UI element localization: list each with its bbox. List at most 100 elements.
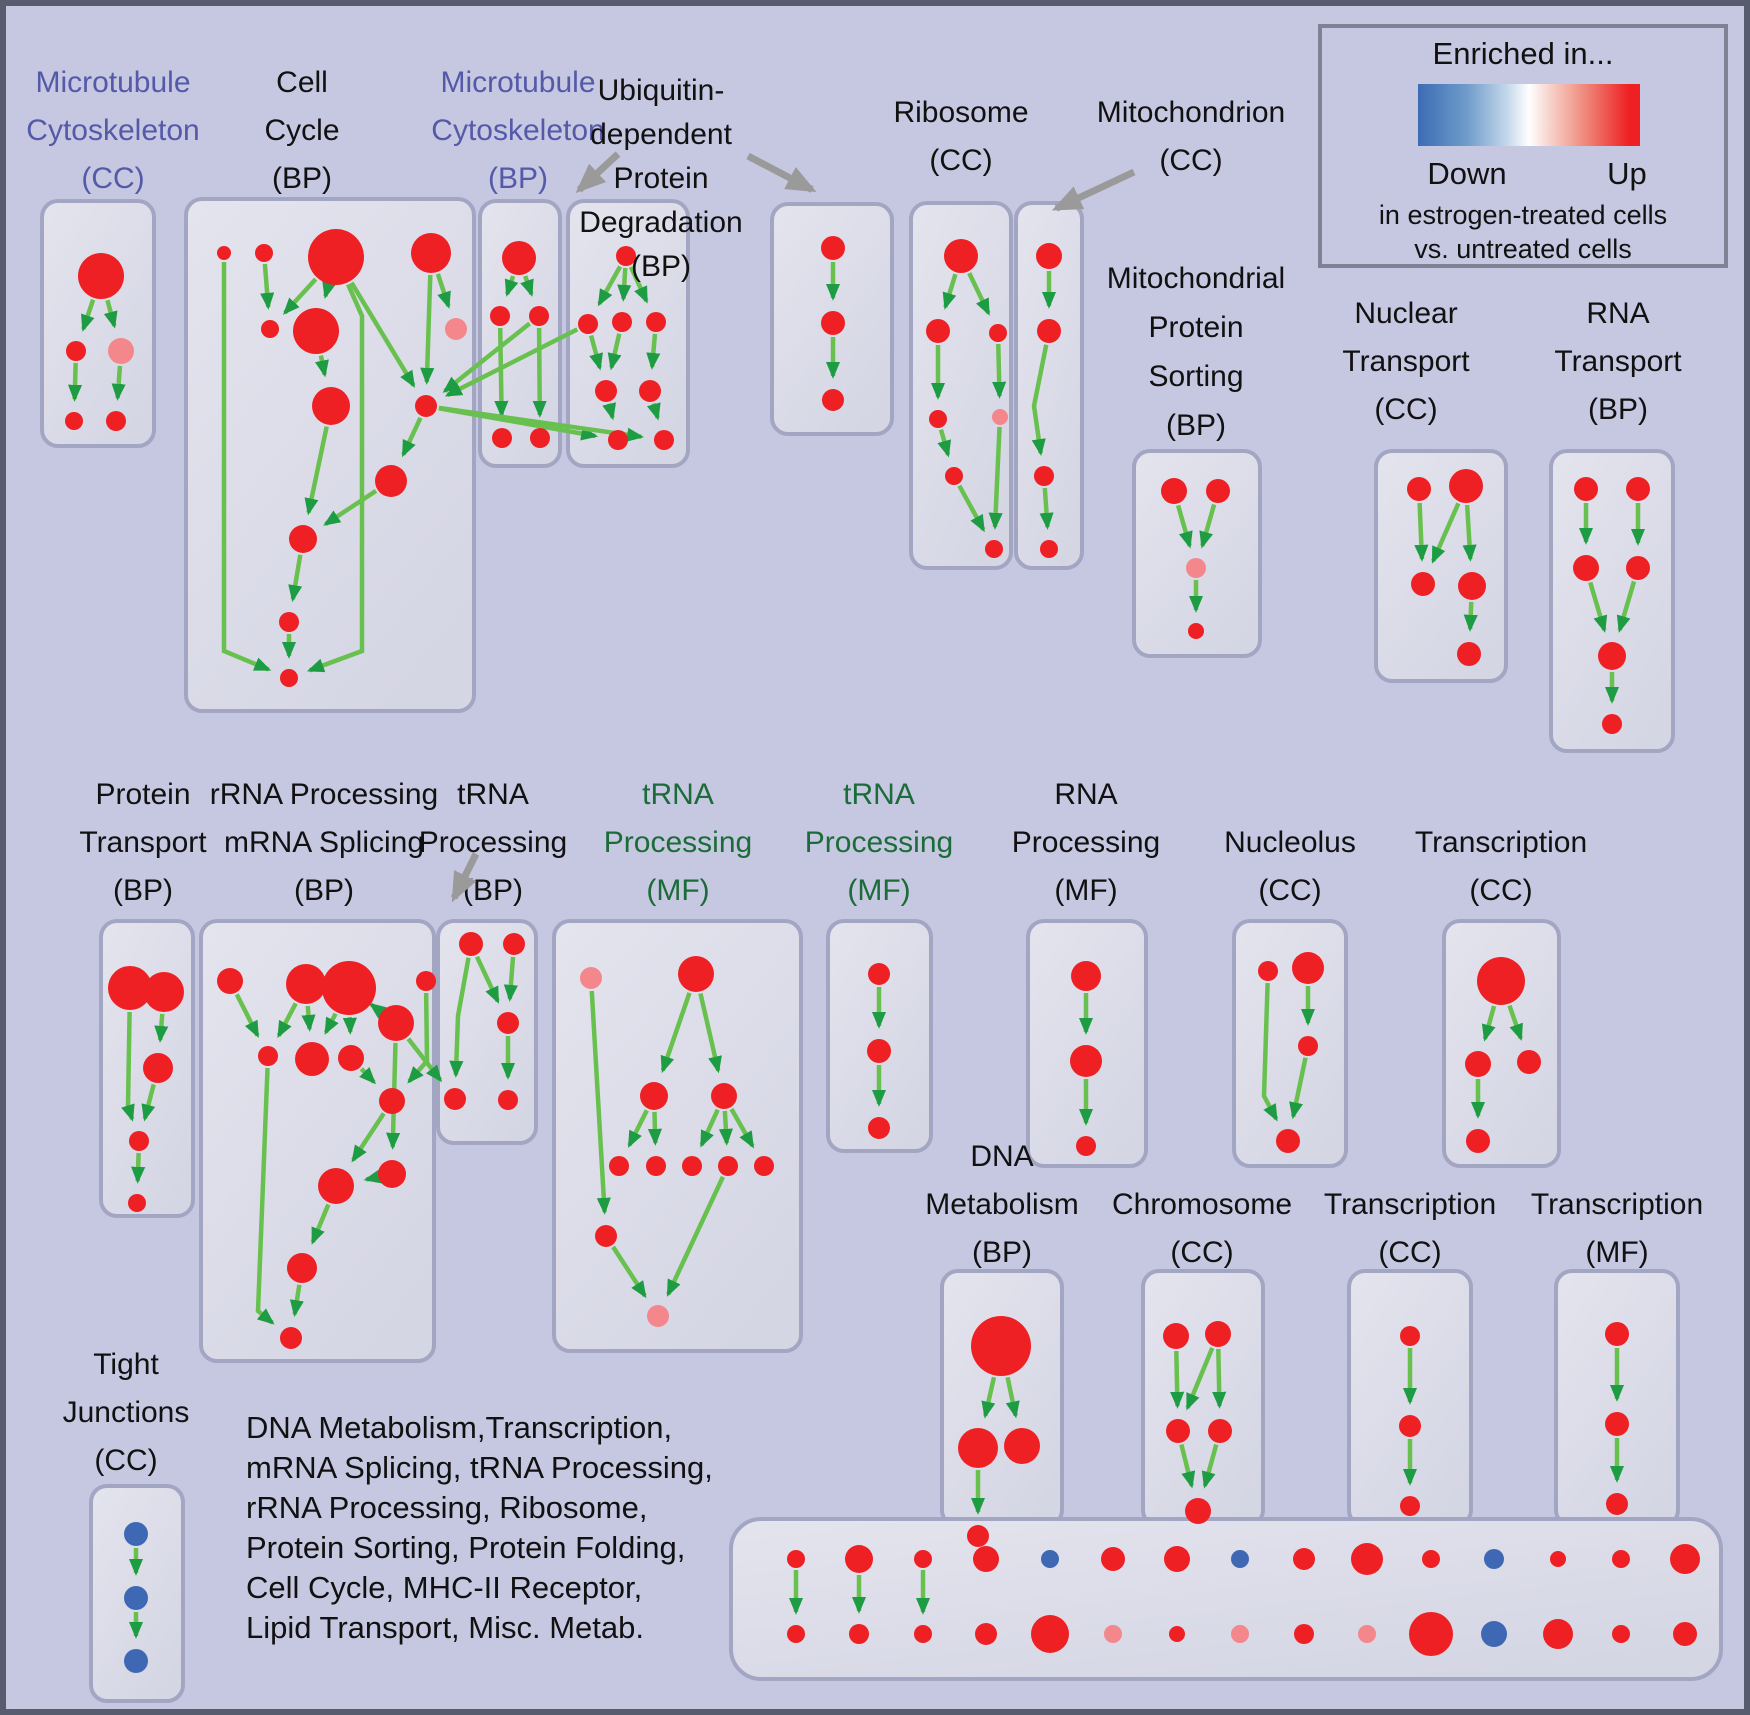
- enrichment-edge-arrow: [992, 343, 1007, 399]
- enrichment-edge-arrow: [503, 956, 518, 1002]
- go-term-node: [287, 1253, 317, 1283]
- enrichment-edge-arrow: [588, 335, 603, 371]
- cluster-label-ribosome: (CC): [929, 144, 992, 177]
- go-term-node: [144, 972, 184, 1012]
- go-term-node: [914, 1625, 932, 1643]
- cluster-label-rrna-mrna: (BP): [294, 874, 354, 907]
- label-pointer-arrow: [1051, 168, 1136, 212]
- go-term-node: [1481, 1621, 1507, 1647]
- go-term-node: [124, 1649, 148, 1673]
- annotation-line: Lipid Transport, Misc. Metab.: [246, 1610, 644, 1645]
- go-term-node: [1457, 642, 1481, 666]
- enrichment-edge-arrow: [1005, 1376, 1020, 1419]
- enrichment-edge-arrow: [444, 327, 579, 398]
- go-term-node: [580, 967, 602, 989]
- go-term-node: [1400, 1326, 1420, 1346]
- enrichment-edge-arrow: [1463, 601, 1478, 632]
- cluster-label-microtubule-cc: (CC): [81, 162, 144, 195]
- enrichment-edge-arrow: [323, 489, 378, 527]
- go-term-node: [845, 1545, 873, 1573]
- cluster-label-rna-processing-mf: Processing: [1012, 826, 1160, 859]
- enrichment-edge-arrow: [1481, 1005, 1497, 1042]
- cluster-label-nuclear-transport: (CC): [1374, 393, 1437, 426]
- cluster-label-ubiq-degradation-1: (BP): [631, 250, 691, 283]
- cluster-label-cell-cycle: Cell: [276, 66, 328, 99]
- go-term-node: [1206, 479, 1230, 503]
- go-term-node: [490, 306, 510, 326]
- enrichment-edge-arrow: [666, 1175, 725, 1297]
- go-term-node: [293, 308, 339, 354]
- go-term-node: [1231, 1625, 1249, 1643]
- annotation-line: rRNA Processing, Ribosome,: [246, 1490, 648, 1525]
- go-term-node: [1550, 1551, 1566, 1567]
- label-pointer-arrow: [746, 152, 817, 193]
- go-term-node: [318, 1168, 354, 1204]
- go-term-node: [1626, 556, 1650, 580]
- enrichment-edge-arrow: [1185, 1347, 1215, 1411]
- cluster-box-microtubule-cc: [40, 199, 156, 448]
- enrichment-edge-arrow: [1507, 1004, 1523, 1042]
- go-term-node: [1034, 466, 1054, 486]
- go-term-node: [1400, 1496, 1420, 1516]
- cluster-label-rna-transport: Transport: [1554, 345, 1682, 378]
- go-term-node: [1293, 1548, 1315, 1570]
- go-term-node: [1465, 1051, 1491, 1077]
- enrichment-edge-arrow: [111, 365, 126, 401]
- enrichment-edge-arrow: [698, 992, 722, 1074]
- cluster-label-transcription-cc-top: (CC): [1469, 874, 1532, 907]
- cluster-label-trna-bp: tRNA: [457, 778, 529, 811]
- go-term-node: [497, 1012, 519, 1034]
- go-term-node: [322, 961, 376, 1015]
- go-term-node: [1422, 1550, 1440, 1568]
- go-term-node: [821, 236, 845, 260]
- enrichment-edge-arrow: [988, 426, 1003, 530]
- cluster-label-nucleolus: (CC): [1258, 874, 1321, 907]
- cluster-label-trna-mf-large: (MF): [646, 874, 709, 907]
- go-term-node: [1298, 1036, 1318, 1056]
- cluster-label-transcription-cc-bottom: Transcription: [1324, 1188, 1496, 1221]
- go-term-node: [616, 246, 636, 266]
- go-term-node: [678, 956, 714, 992]
- cluster-label-microtubule-cc: Microtubule: [35, 66, 190, 99]
- go-network-svg: Microtubule Cytoskeleton (CC) Cell Cycle (BP)…: [26, 66, 1723, 1703]
- go-term-node: [1036, 243, 1062, 269]
- legend-gradient-bar: [1418, 84, 1640, 146]
- enrichment-edge-arrow: [141, 1083, 156, 1122]
- cluster-box-rna-processing-mf: [1026, 919, 1148, 1168]
- enrichment-edge-arrow: [937, 428, 952, 458]
- go-term-node: [530, 428, 550, 448]
- annotation-line: DNA Metabolism,Transcription,: [246, 1410, 673, 1445]
- go-term-node: [821, 311, 845, 335]
- go-term-node: [378, 1160, 406, 1188]
- go-term-node: [711, 1083, 737, 1109]
- go-term-node: [1070, 1045, 1102, 1077]
- cluster-label-mito-protein-sorting: Sorting: [1148, 360, 1243, 393]
- enrichment-edge-arrow: [438, 405, 645, 442]
- cluster-label-mito-protein-sorting: (BP): [1166, 409, 1226, 442]
- go-term-node: [1626, 477, 1650, 501]
- go-term-node: [217, 968, 243, 994]
- cluster-label-transcription-mf: (MF): [1585, 1236, 1648, 1269]
- go-term-node: [1573, 555, 1599, 581]
- go-term-node: [280, 1327, 302, 1349]
- go-term-node: [973, 1546, 999, 1572]
- go-term-node: [1449, 469, 1483, 503]
- go-term-node: [1104, 1625, 1122, 1643]
- misc-cluster-annotation: DNA Metabolism,Transcription, mRNA Splic…: [246, 1408, 713, 1648]
- enrichment-edge-arrow: [607, 333, 622, 371]
- go-term-node: [1208, 1419, 1232, 1443]
- go-term-node: [459, 932, 483, 956]
- go-term-node: [217, 246, 231, 260]
- go-term-node: [1169, 1626, 1185, 1642]
- enrichment-edge-arrow: [1201, 1443, 1219, 1489]
- enrichment-edge-arrow: [1039, 487, 1054, 530]
- go-term-node: [1004, 1428, 1040, 1464]
- enrichment-edge-arrow: [81, 299, 96, 332]
- cluster-label-trna-mf-large: Processing: [604, 826, 752, 859]
- go-term-node: [379, 1088, 405, 1114]
- go-term-node: [1477, 957, 1525, 1005]
- go-term-node: [639, 380, 661, 402]
- go-term-node: [1517, 1050, 1541, 1074]
- cluster-box-dna-metabolism: [940, 1269, 1064, 1528]
- enrichment-edge-arrow: [282, 277, 318, 315]
